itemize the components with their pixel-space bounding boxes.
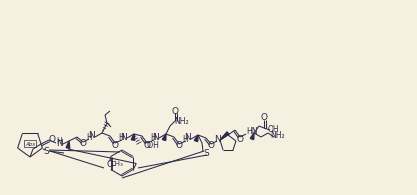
Polygon shape [162, 134, 166, 141]
Text: O: O [176, 142, 183, 151]
Text: S: S [43, 146, 49, 155]
Text: O: O [236, 135, 244, 144]
Text: OH: OH [267, 126, 279, 135]
Text: N: N [215, 136, 221, 144]
Text: ''OH: ''OH [143, 142, 159, 151]
Text: N: N [121, 132, 127, 142]
Text: O: O [208, 142, 214, 151]
Text: H: H [56, 136, 62, 145]
Text: O: O [171, 106, 178, 115]
Text: NH₂: NH₂ [175, 118, 189, 127]
Text: N: N [185, 134, 191, 143]
Polygon shape [131, 134, 135, 140]
Text: Abs: Abs [25, 142, 35, 147]
Polygon shape [220, 132, 229, 140]
Text: N: N [57, 138, 63, 147]
Text: H: H [118, 134, 124, 143]
Text: N: N [153, 132, 159, 142]
Text: NH₂: NH₂ [271, 131, 285, 141]
Text: O: O [111, 141, 118, 150]
Text: CH₃: CH₃ [111, 161, 123, 168]
Polygon shape [250, 133, 254, 140]
Text: O: O [143, 141, 151, 150]
Polygon shape [66, 141, 70, 148]
Text: N: N [89, 131, 95, 141]
Text: H: H [150, 134, 156, 143]
Text: O: O [80, 139, 86, 149]
Polygon shape [194, 135, 198, 142]
Text: O: O [48, 135, 55, 144]
Text: HN: HN [246, 128, 258, 136]
Text: H: H [182, 135, 188, 144]
Text: O: O [106, 160, 113, 169]
Text: H: H [86, 132, 92, 142]
FancyBboxPatch shape [24, 140, 36, 147]
Text: S: S [203, 149, 209, 158]
Text: O: O [261, 113, 267, 122]
